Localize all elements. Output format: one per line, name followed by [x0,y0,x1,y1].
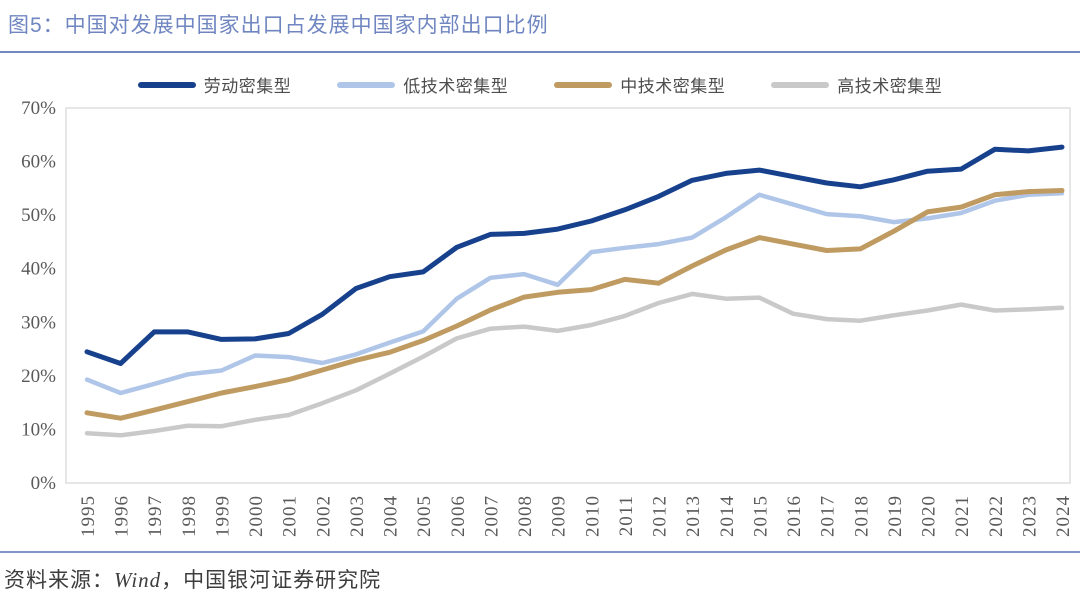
legend-label: 高技术密集型 [837,77,943,96]
x-tick-label: 2014 [717,495,738,537]
source-prefix: 资料来源： [4,568,114,592]
x-tick-label: 2021 [952,495,973,537]
x-tick-label: 2018 [851,495,872,537]
y-tick-label: 70% [21,100,56,119]
x-tick-label: 2019 [885,495,906,537]
title-divider [0,51,1080,53]
y-tick-label: 50% [21,205,56,226]
x-tick-label: 1998 [179,495,200,537]
x-tick-label: 2011 [616,495,637,536]
x-tick-label: 2004 [381,495,402,537]
x-tick-label: 2000 [246,495,267,537]
series-line-3 [84,291,1065,438]
x-tick-label: 2012 [650,495,671,537]
y-tick-label: 20% [21,366,56,387]
plot-frame [65,107,1071,484]
legend-label: 劳动密集型 [203,77,292,96]
y-tick-label: 10% [21,419,56,440]
x-tick-label: 2002 [313,495,334,537]
series-line-0 [84,144,1065,366]
legend-item-0: 劳动密集型 [137,72,292,97]
x-tick-label: 2013 [683,495,704,537]
y-tick-label: 30% [21,312,56,333]
x-tick-label: 2017 [818,495,839,537]
source-wind: Wind [114,568,162,592]
x-tick-label: 2008 [515,495,536,537]
x-tick-label: 2024 [1053,495,1074,537]
x-tick-label: 2020 [919,495,940,537]
chart-legend: 劳动密集型 低技术密集型 中技术密集型 高技术密集型 [0,72,1080,97]
x-tick-label: 2005 [414,495,435,537]
figure-title: 图5：中国对发展中国家出口占发展中国家内部出口比例 [8,14,549,37]
y-tick-label: 0% [31,473,57,494]
x-tick-label: 1995 [78,495,99,537]
source-suffix: ，中国银河证券研究院 [161,568,382,592]
x-tick-label: 2009 [549,495,570,537]
x-tick-label: 1999 [212,495,233,537]
legend-item-1: 低技术密集型 [337,72,508,97]
x-tick-label: 2010 [582,495,603,537]
x-tick-label: 2006 [448,495,469,537]
legend-swatch-icon [771,81,830,88]
x-tick-label: 2016 [784,495,805,537]
y-tick-label: 40% [21,259,56,280]
series-line-2 [84,188,1065,421]
legend-item-3: 高技术密集型 [771,72,942,97]
y-tick-label: 60% [21,152,56,173]
legend-item-2: 中技术密集型 [554,72,725,97]
bottom-divider [0,551,1080,553]
x-tick-label: 2001 [280,495,301,537]
x-tick-label: 1996 [112,495,133,537]
series-line-1 [84,190,1065,396]
x-tick-label: 2023 [1019,495,1040,537]
legend-label: 低技术密集型 [403,77,509,96]
x-tick-label: 2022 [986,495,1007,537]
legend-swatch-icon [137,81,196,88]
x-tick-label: 2003 [347,495,368,537]
x-tick-label: 2007 [481,495,502,537]
x-tick-label: 2015 [750,495,771,537]
legend-label: 中技术密集型 [620,77,726,96]
x-tick-label: 1997 [145,495,166,537]
legend-swatch-icon [337,81,396,88]
source-note: 资料来源：Wind，中国银河证券研究院 [4,564,381,594]
line-chart: 0% 10% 20% 30% 40% 50% 60% 70% 1995 1996 1997 1998 1… [21,100,1074,537]
legend-swatch-icon [554,81,613,88]
